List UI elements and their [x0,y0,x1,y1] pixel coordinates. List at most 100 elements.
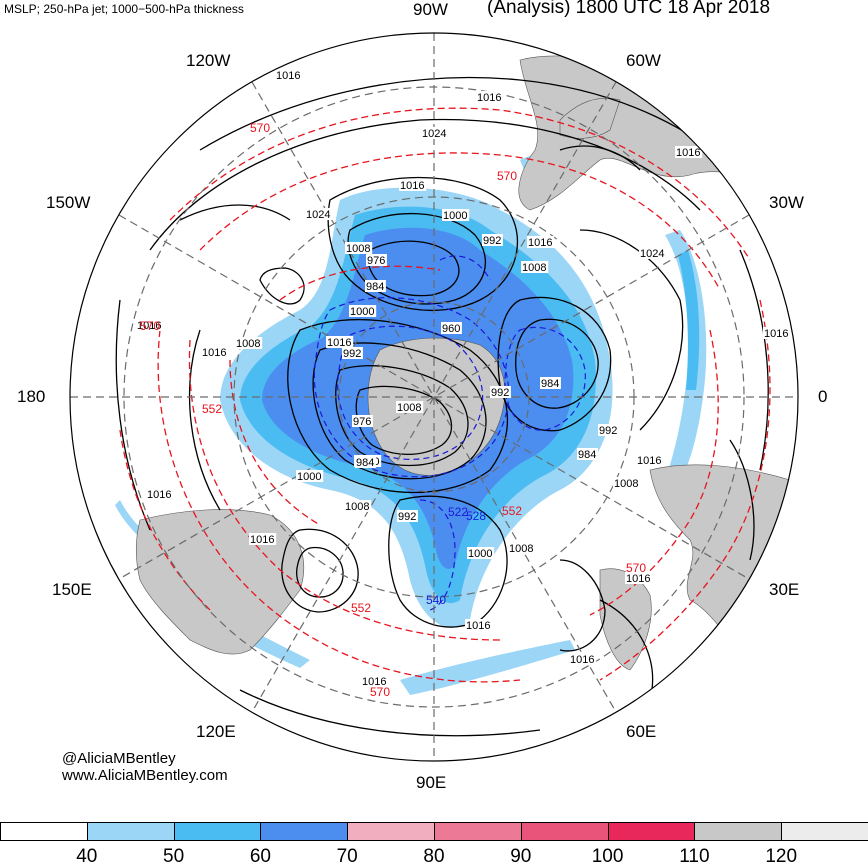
mslp-contour-label: 1016 [362,676,386,688]
mslp-contour-label: 992 [599,425,617,437]
mslp-contour-label: 992 [491,387,509,399]
mslp-label-bg [540,377,561,389]
mslp-contour-label: 1016 [676,147,700,159]
mslp-label-bg [146,488,174,500]
mslp-label-bg [349,305,377,317]
thickness-contour-label: 570 [250,121,270,135]
colorbar-segment [0,822,88,841]
colorbar-segment [260,822,349,841]
mslp-label-bg [490,386,511,398]
colorbar-tick-label: 70 [336,846,358,867]
mslp-label-bg [421,127,449,139]
lon-label-60w: 60W [626,51,661,70]
mslp-contour-label: 984 [578,449,596,461]
mslp-label-bg [625,572,653,584]
colorbar-segment [694,822,783,841]
mslp-label-bg [355,456,376,468]
thickness-contour-label: 522 [448,505,468,519]
colorbar-segment [781,822,868,841]
mslp-contour-label: 1016 [477,92,501,104]
thickness-contour-label: 552 [202,402,222,416]
lon-label-150w: 150W [46,193,91,212]
mslp-contour-label: 984 [366,281,384,293]
mslp-contour-label: 1008 [397,402,421,414]
thickness-contour-label: 570 [140,319,160,333]
thickness-contour-label: 540 [426,593,446,607]
thickness-contour-label: 570 [497,169,517,183]
mslp-label-bg [396,401,424,413]
mslp-contour-label: 992 [398,511,416,523]
mslp-contour-label: 1000 [350,306,374,318]
thickness-contour-label: 528 [466,509,486,523]
thickness-contour-label: 570 [626,561,646,575]
mslp-label-bg [639,247,667,259]
mslp-label-bg [569,653,597,665]
mslp-contour-label: 1024 [422,128,446,140]
mslp-contour-label: 1024 [640,248,664,260]
colorbar-segment [520,822,609,841]
mslp-contour-label: 1016 [637,455,661,467]
mslp-labels: 1016 1016 1024 1016 1024 1016 1000 992 1016 1008 1… [136,69,791,688]
mslp-label-bg [235,337,263,349]
mslp-contour-label: 1016 [327,337,351,349]
colorbar-segment [86,822,175,841]
colorbar-segment [434,822,522,841]
mslp-label-bg [345,242,373,254]
mslp-label-bg [508,542,536,554]
colorbar-segment [173,822,262,841]
low-thickness-contours [313,255,586,611]
mslp-label-bg [465,619,493,631]
mslp-label-bg [482,234,503,246]
lon-label-30w: 30W [769,193,804,212]
mslp-label-bg [397,510,418,522]
graticule [70,33,798,761]
mslp-label-bg [763,327,791,339]
mslp-contour-label: 1008 [346,243,370,255]
mslp-label-bg [352,415,373,427]
jet-speed-colorbar [0,822,868,842]
mslp-label-bg [201,346,229,358]
mslp-label-bg [441,322,462,334]
mslp-label-bg [399,179,427,191]
mslp-contour-label: 1008 [614,478,638,490]
mslp-contour-label: 1016 [400,180,424,192]
mslp-contour-label: 1008 [345,501,369,513]
mslp-contour-label: 1016 [764,328,788,340]
mslp-label-bg [305,208,333,220]
mslp-label-bg [275,69,303,81]
mslp-label-bg [326,336,354,348]
mslp-contour-label: 1008 [522,262,546,274]
mslp-label-bg [365,280,386,292]
colorbar-tick-label: 90 [510,846,532,867]
mslp-label-bg [442,209,470,221]
mslp-contour-label: 1016 [147,489,171,501]
thickness-contour-label: 570 [370,685,390,699]
mslp-label-bg [467,547,495,559]
valid-time-title: (Analysis) 1800 UTC 18 Apr 2018 [487,0,771,18]
mslp-label-bg [636,454,664,466]
mslp-contour-label: 984 [356,457,374,469]
polar-stereographic-map: 1016 1016 1024 1016 1024 1016 1000 992 1016 1008 1… [69,32,799,762]
mslp-label-bg [361,675,389,687]
author-website[interactable]: www.AliciaMBentley.com [62,767,228,784]
mslp-contour-label: 1016 [570,654,594,666]
colorbar-segment [607,822,696,841]
mslp-contour-label: 1000 [468,548,492,560]
map-boundary [69,32,799,762]
mslp-label-bg [521,261,549,273]
colorbar-tick-label: 120 [765,846,798,867]
mslp-label-bg [344,500,372,512]
mslp-label-bg [342,347,363,359]
mslp-contour-label: 1024 [306,209,330,221]
mslp-label-bg [598,424,619,436]
colorbar-tick-label: 50 [163,846,185,867]
colorbar-tick-label: 60 [249,846,271,867]
mslp-label-bg [366,254,387,266]
mslp-contour-label: 1016 [528,237,552,249]
lon-label-90w: 90W [413,0,448,19]
mslp-label-bg [249,533,277,545]
thickness-contour-label: 552 [502,504,522,518]
lon-label-180: 180 [17,387,46,406]
mslp-label-bg [675,146,703,158]
